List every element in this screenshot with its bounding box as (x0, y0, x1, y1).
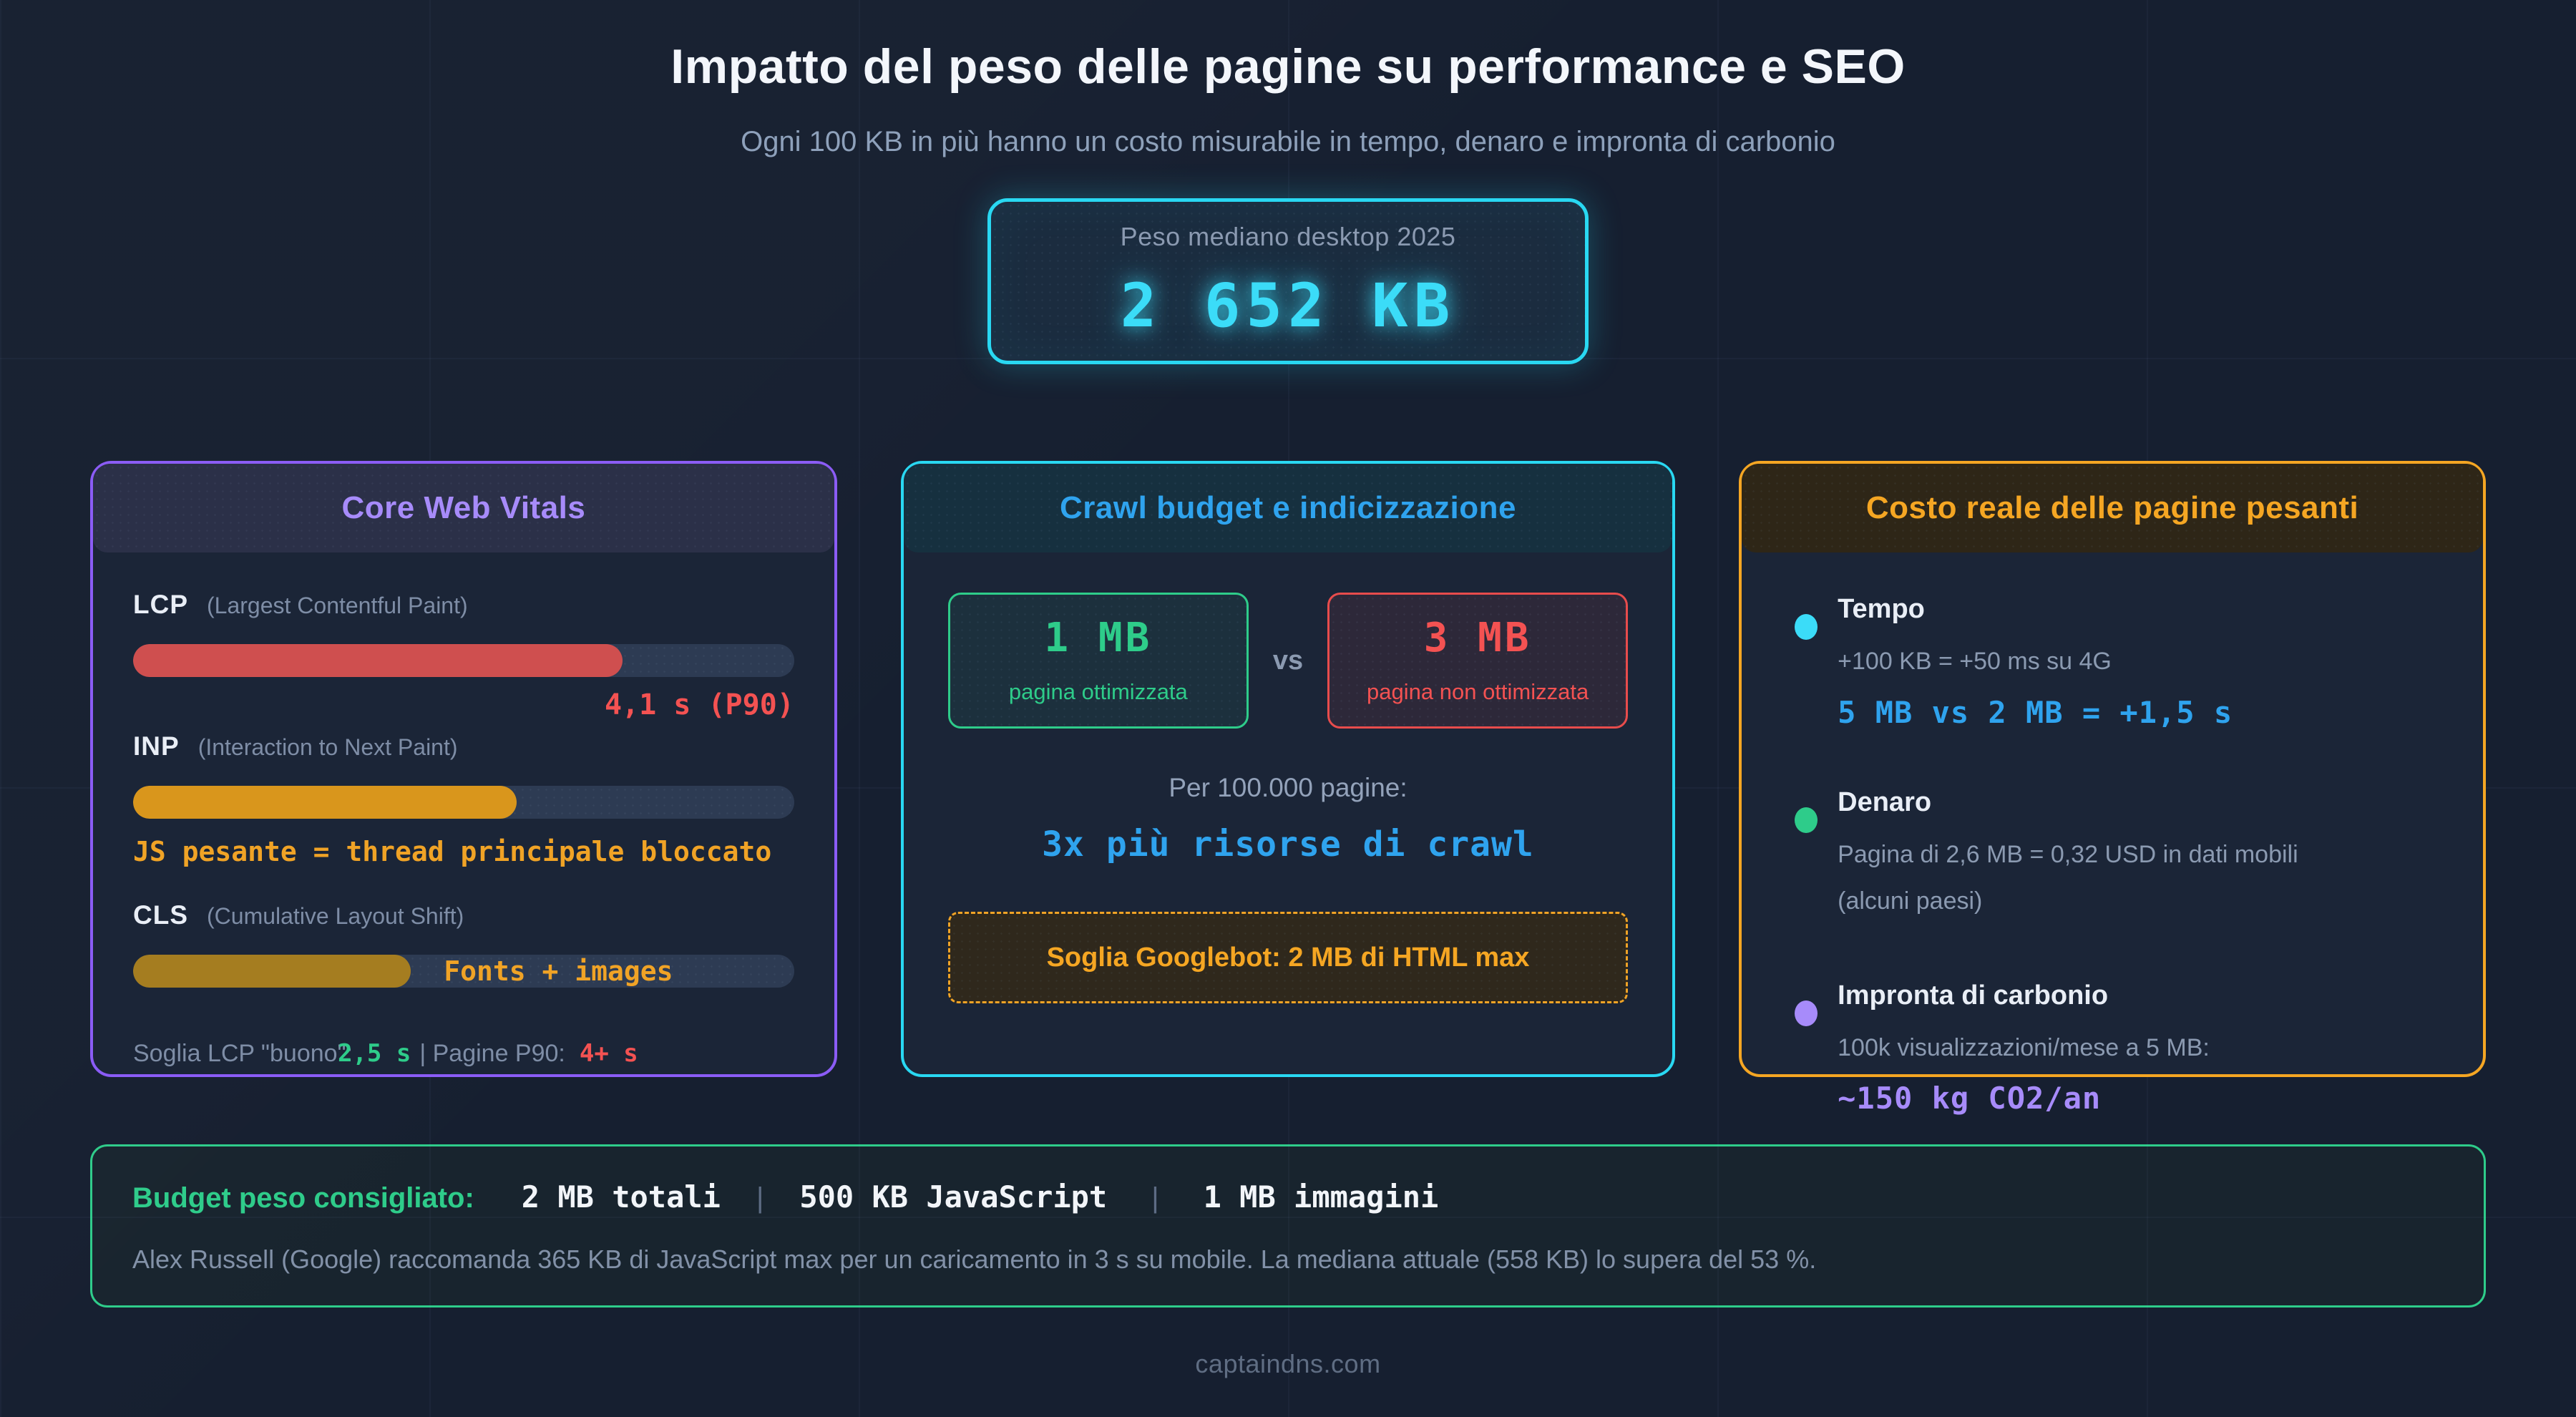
cls-progress-track: Fonts + images (133, 955, 794, 988)
optimized-page-box: 1 MB pagina ottimizzata (947, 593, 1249, 729)
time-title: Tempo (1838, 594, 1925, 624)
time-desc: +100 KB = +50 ms su 4G (1838, 648, 2112, 675)
banner-note: Alex Russell (Google) raccomanda 365 KB … (132, 1245, 1817, 1274)
page-weight-comparison: 1 MB pagina ottimizzata vs 3 MB pagina n… (947, 593, 1629, 729)
metric-lcp: LCP (Largest Contentful Paint) 4,1 s (P9… (133, 590, 794, 721)
unoptimized-page-label: pagina non ottimizzata (1367, 679, 1589, 704)
footer-domain: captaindns.com (1195, 1349, 1381, 1378)
vs-label: vs (1272, 645, 1304, 676)
googlebot-threshold-box: Soglia Googlebot: 2 MB di HTML max (947, 912, 1629, 1003)
money-desc: Pagina di 2,6 MB = 0,32 USD in dati mobi… (1838, 840, 2298, 868)
cls-abbr: CLS (133, 900, 188, 930)
cls-label-row: CLS (Cumulative Layout Shift) (133, 900, 794, 930)
footnote-separator: | Pagine P90: (419, 1040, 565, 1067)
cost-item-carbon: Impronta di carbonio 100k visualizzazion… (1795, 980, 2430, 1116)
cost-card-body: Tempo +100 KB = +50 ms su 4G 5 MB vs 2 M… (1742, 594, 2483, 1116)
cost-item-money: Denaro Pagina di 2,6 MB = 0,32 USD in da… (1795, 787, 2430, 923)
banner-separator: | (1151, 1182, 1159, 1214)
crawl-card-title: Crawl budget e indicizzazione (1060, 490, 1516, 525)
cls-progress-fill (133, 955, 411, 988)
cls-full-name: (Cumulative Layout Shift) (207, 903, 464, 929)
metric-inp: INP (Interaction to Next Paint) JS pesan… (133, 731, 794, 867)
footnote-good-value: 2,5 s (337, 1039, 411, 1068)
googlebot-threshold-label: Soglia Googlebot: 2 MB di HTML max (1046, 942, 1530, 973)
carbon-desc: 100k visualizzazioni/mese a 5 MB: (1838, 1033, 2210, 1061)
page-title: Impatto del peso delle pagine su perform… (670, 39, 1906, 94)
lcp-full-name: (Largest Contentful Paint) (207, 593, 468, 618)
money-title: Denaro (1838, 787, 1932, 817)
inp-note: JS pesante = thread principale bloccato (133, 836, 772, 867)
cwv-card-title: Core Web Vitals (341, 490, 586, 525)
footnote-bad-value: 4+ s (579, 1039, 638, 1068)
cards-row: Core Web Vitals LCP (Largest Contentful … (0, 461, 2576, 1116)
cost-card-title: Costo reale delle pagine pesanti (1865, 490, 2359, 525)
lcp-progress-fill (133, 644, 623, 677)
inp-progress-fill (133, 786, 517, 819)
budget-banner-line: Budget peso consigliato: 2 MB totali | 5… (132, 1179, 2444, 1214)
carbon-bullet-icon (1795, 1000, 1818, 1026)
time-value: 5 MB vs 2 MB = +1,5 s (1838, 694, 2233, 730)
lcp-value: 4,1 s (P90) (604, 688, 794, 721)
inp-full-name: (Interaction to Next Paint) (197, 734, 458, 760)
money-desc-2: (alcuni paesi) (1838, 887, 1983, 915)
banner-item-total: 2 MB totali (521, 1179, 721, 1214)
card-crawl-budget: Crawl budget e indicizzazione 1 MB pagin… (900, 461, 1676, 1077)
carbon-item-content: Impronta di carbonio 100k visualizzazion… (1838, 980, 2210, 1116)
lcp-abbr: LCP (133, 590, 188, 619)
money-bullet-icon (1795, 807, 1818, 833)
page-subtitle: Ogni 100 KB in più hanno un costo misura… (741, 126, 1835, 157)
budget-banner: Budget peso consigliato: 2 MB totali | 5… (90, 1144, 2486, 1308)
optimized-page-label: pagina ottimizzata (1008, 679, 1188, 704)
time-item-content: Tempo +100 KB = +50 ms su 4G 5 MB vs 2 M… (1838, 594, 2233, 730)
unoptimized-page-value: 3 MB (1423, 615, 1532, 661)
banner-label: Budget peso consigliato: (132, 1182, 474, 1214)
banner-item-images: 1 MB immagini (1203, 1179, 1439, 1214)
metric-cls: CLS (Cumulative Layout Shift) Fonts + im… (133, 900, 794, 988)
footnote-prefix: Soglia LCP "buono": (133, 1040, 353, 1067)
carbon-title: Impronta di carbonio (1838, 980, 2109, 1011)
crawl-cost-value: 3x più risorse di crawl (1042, 824, 1534, 865)
unoptimized-page-box: 3 MB pagina non ottimizzata (1327, 593, 1629, 729)
badge-label: Peso mediano desktop 2025 (1120, 222, 1456, 251)
per-pages-label: Per 100.000 pagine: (1169, 773, 1407, 802)
crawl-card-body: 1 MB pagina ottimizzata vs 3 MB pagina n… (904, 552, 1672, 1003)
inp-abbr: INP (133, 731, 180, 761)
cost-item-time: Tempo +100 KB = +50 ms su 4G 5 MB vs 2 M… (1795, 594, 2430, 730)
banner-item-js: 500 KB JavaScript (799, 1179, 1108, 1214)
inp-label-row: INP (Interaction to Next Paint) (133, 731, 794, 761)
banner-separator: | (756, 1182, 764, 1214)
cls-overlay-label: Fonts + images (444, 955, 673, 987)
time-bullet-icon (1795, 614, 1818, 640)
lcp-progress-track (133, 644, 794, 677)
money-item-content: Denaro Pagina di 2,6 MB = 0,32 USD in da… (1838, 787, 2298, 923)
inp-progress-track (133, 786, 794, 819)
card-core-web-vitals: Core Web Vitals LCP (Largest Contentful … (90, 461, 837, 1077)
cost-card-header: Costo reale delle pagine pesanti (1742, 464, 2483, 552)
cwv-footnote: Soglia LCP "buono":2,5 s | Pagine P90: 4+ … (133, 1039, 794, 1068)
crawl-card-header: Crawl budget e indicizzazione (903, 464, 1673, 552)
optimized-page-value: 1 MB (1044, 615, 1153, 661)
median-weight-badge: Peso mediano desktop 2025 2 652 KB (987, 198, 1589, 364)
cwv-card-header: Core Web Vitals (93, 464, 834, 552)
card-real-cost: Costo reale delle pagine pesanti Tempo +… (1739, 461, 2486, 1116)
carbon-value: ~150 kg CO2/an (1838, 1081, 2102, 1116)
lcp-label-row: LCP (Largest Contentful Paint) (133, 590, 794, 620)
cwv-card-body: LCP (Largest Contentful Paint) 4,1 s (P9… (93, 590, 834, 1068)
badge-value: 2 652 KB (1120, 271, 1456, 341)
